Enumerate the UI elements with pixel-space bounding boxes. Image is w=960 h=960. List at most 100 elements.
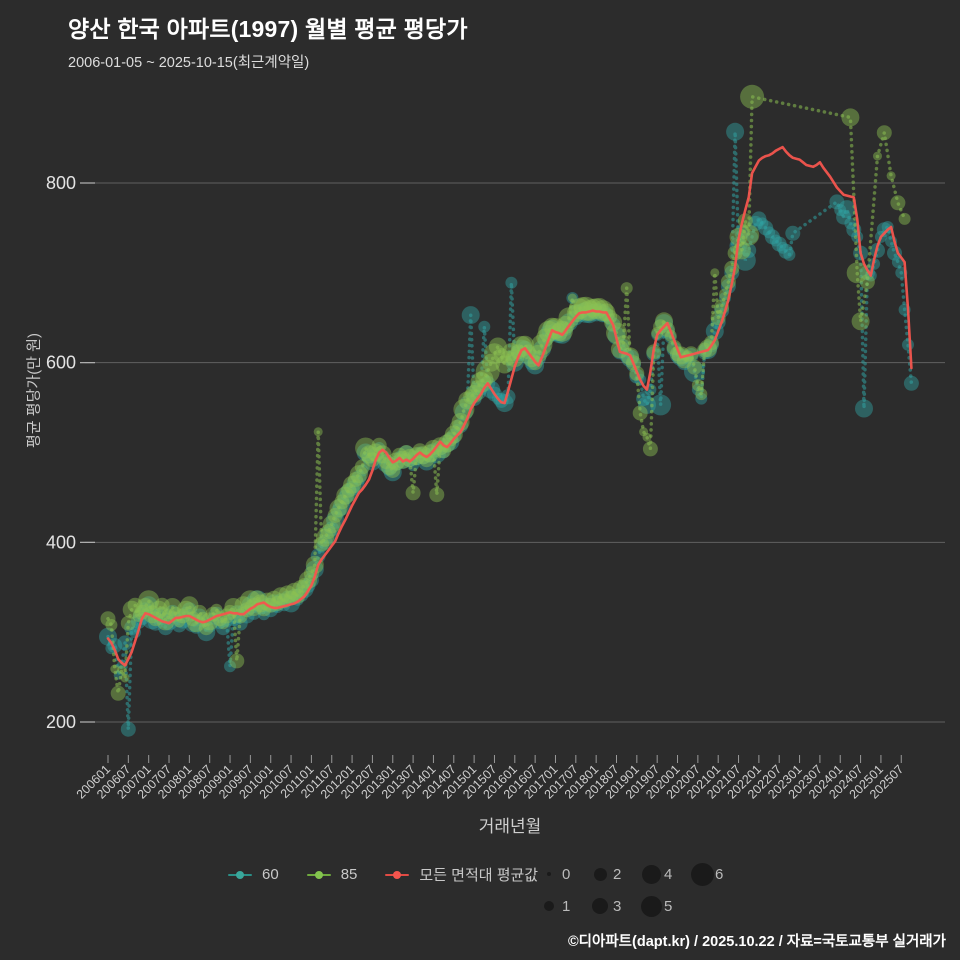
series-60-point[interactable] bbox=[446, 428, 462, 444]
series-60-point[interactable] bbox=[785, 225, 801, 241]
series-85-point[interactable] bbox=[738, 224, 760, 246]
series-60-point[interactable] bbox=[524, 355, 540, 371]
series-85-point[interactable] bbox=[205, 606, 221, 622]
series-85-point[interactable] bbox=[210, 603, 223, 616]
legend-item-60[interactable]: 60 bbox=[228, 866, 279, 883]
series-85-point[interactable] bbox=[271, 587, 290, 606]
series-85-point[interactable] bbox=[127, 597, 143, 613]
series-85-point[interactable] bbox=[538, 320, 560, 342]
series-60-point[interactable] bbox=[241, 596, 260, 615]
series-85-point[interactable] bbox=[349, 465, 368, 484]
series-60-point[interactable] bbox=[903, 375, 919, 391]
series-60-point[interactable] bbox=[778, 243, 794, 259]
series-85-point[interactable] bbox=[475, 359, 500, 384]
series-85-point[interactable] bbox=[841, 108, 860, 127]
series-60-point[interactable] bbox=[763, 226, 776, 239]
series-85-point[interactable] bbox=[429, 487, 445, 503]
series-60-point[interactable] bbox=[324, 521, 340, 537]
series-85-point[interactable] bbox=[373, 445, 392, 464]
series-60-point[interactable] bbox=[120, 721, 136, 737]
series-85-point[interactable] bbox=[444, 425, 463, 444]
series-85-point[interactable] bbox=[851, 312, 870, 331]
series-85-point[interactable] bbox=[320, 524, 336, 540]
series-60-point[interactable] bbox=[876, 222, 892, 238]
series-85-point[interactable] bbox=[122, 600, 141, 619]
series-85-point[interactable] bbox=[531, 334, 553, 356]
series-85-point[interactable] bbox=[154, 597, 170, 613]
series-85-point[interactable] bbox=[620, 282, 633, 295]
series-85-point[interactable] bbox=[574, 296, 598, 321]
series-60-point[interactable] bbox=[417, 452, 436, 471]
series-60-point[interactable] bbox=[224, 660, 236, 673]
series-60-point[interactable] bbox=[232, 615, 248, 631]
series-85-point[interactable] bbox=[642, 441, 658, 457]
series-60-point[interactable] bbox=[695, 392, 708, 405]
series-85-point[interactable] bbox=[502, 342, 521, 361]
series-85-point[interactable] bbox=[710, 268, 720, 278]
series-60-point[interactable] bbox=[887, 245, 902, 261]
series-85-point[interactable] bbox=[163, 598, 182, 616]
series-60-point[interactable] bbox=[505, 276, 518, 289]
series-60-point[interactable] bbox=[293, 586, 309, 602]
series-60-point[interactable] bbox=[902, 338, 914, 351]
series-60-point[interactable] bbox=[650, 394, 672, 416]
series-60-point[interactable] bbox=[539, 324, 558, 343]
series-85-point[interactable] bbox=[110, 685, 126, 701]
series-85-point[interactable] bbox=[573, 297, 592, 316]
series-85-point[interactable] bbox=[493, 348, 509, 363]
series-85-point[interactable] bbox=[470, 371, 492, 393]
series-60-point[interactable] bbox=[383, 463, 402, 482]
series-85-point[interactable] bbox=[198, 620, 214, 636]
series-60-point[interactable] bbox=[769, 234, 782, 247]
series-85-point[interactable] bbox=[632, 405, 648, 421]
series-60-point[interactable] bbox=[346, 474, 365, 493]
series-85-point[interactable] bbox=[177, 600, 195, 619]
series-85-point[interactable] bbox=[305, 555, 324, 574]
series-85-point[interactable] bbox=[431, 437, 450, 456]
series-85-point[interactable] bbox=[343, 475, 362, 494]
series-85-point[interactable] bbox=[334, 494, 350, 510]
series-60-point[interactable] bbox=[776, 241, 789, 254]
series-60-point[interactable] bbox=[117, 635, 133, 651]
series-85-point[interactable] bbox=[217, 617, 230, 630]
series-85-point[interactable] bbox=[695, 388, 708, 401]
series-85-point[interactable] bbox=[385, 463, 401, 478]
series-85-point[interactable] bbox=[354, 459, 370, 475]
series-85-point[interactable] bbox=[488, 337, 507, 356]
series-60-point[interactable] bbox=[764, 229, 780, 245]
series-85-point[interactable] bbox=[642, 432, 652, 442]
series-85-point[interactable] bbox=[120, 673, 130, 683]
series-85-point[interactable] bbox=[510, 344, 526, 360]
series-85-point[interactable] bbox=[687, 359, 702, 375]
series-85-point[interactable] bbox=[105, 619, 118, 631]
series-85-point[interactable] bbox=[846, 262, 868, 284]
series-85-point[interactable] bbox=[341, 482, 357, 498]
series-85-point[interactable] bbox=[482, 353, 501, 372]
series-85-point[interactable] bbox=[606, 322, 627, 344]
series-60-point[interactable] bbox=[771, 236, 787, 252]
series-85-point[interactable] bbox=[360, 445, 378, 464]
series-60-point[interactable] bbox=[751, 211, 767, 227]
series-60-point[interactable] bbox=[171, 617, 187, 633]
series-60-point[interactable] bbox=[190, 621, 203, 634]
series-85-point[interactable] bbox=[451, 413, 470, 431]
series-85-point[interactable] bbox=[348, 472, 363, 487]
series-85-point[interactable] bbox=[100, 611, 116, 627]
series-85-point[interactable] bbox=[329, 499, 348, 518]
series-85-point[interactable] bbox=[192, 604, 207, 620]
series-85-point[interactable] bbox=[314, 536, 330, 552]
series-85-point[interactable] bbox=[886, 171, 896, 181]
series-60-point[interactable] bbox=[836, 209, 852, 225]
series-60-point[interactable] bbox=[257, 608, 270, 621]
series-85-point[interactable] bbox=[653, 319, 669, 335]
series-85-point[interactable] bbox=[355, 437, 377, 459]
series-85-point[interactable] bbox=[265, 590, 284, 609]
series-85-point[interactable] bbox=[500, 350, 516, 366]
series-85-point[interactable] bbox=[187, 614, 206, 633]
series-60-point[interactable] bbox=[239, 608, 255, 624]
series-85-point[interactable] bbox=[138, 590, 160, 612]
series-85-point[interactable] bbox=[366, 443, 385, 462]
series-60-point[interactable] bbox=[734, 249, 756, 271]
series-85-point[interactable] bbox=[876, 125, 892, 141]
series-60-point[interactable] bbox=[315, 540, 328, 553]
